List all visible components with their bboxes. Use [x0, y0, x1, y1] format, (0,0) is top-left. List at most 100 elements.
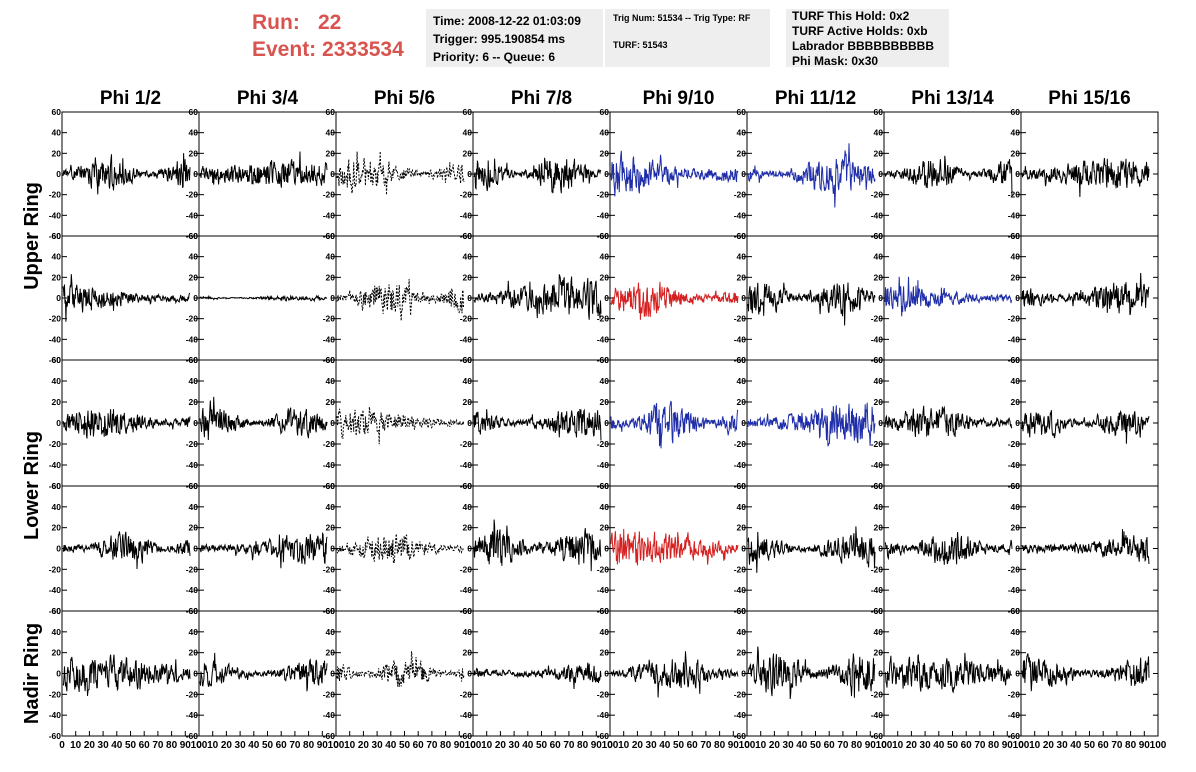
x-tick-label: 30: [98, 740, 110, 751]
y-tick-label: 20: [737, 397, 747, 407]
waveform-trace: [747, 402, 876, 447]
y-tick-label: -20: [49, 314, 62, 324]
y-tick-label: 40: [1011, 502, 1021, 512]
y-tick-label: -40: [186, 460, 199, 470]
x-tick-label: 80: [988, 740, 1000, 751]
y-tick-label: -20: [49, 439, 62, 449]
waveform-trace: [473, 519, 602, 572]
y-tick-label: -60: [49, 481, 62, 491]
y-tick-label: -40: [460, 210, 473, 220]
y-tick-label: -60: [460, 731, 473, 741]
waveform-trace: [1021, 272, 1150, 316]
y-tick-label: 20: [1011, 397, 1021, 407]
y-tick-label: 20: [1011, 523, 1021, 533]
y-tick-label: 0: [878, 418, 883, 428]
x-tick-label: 70: [563, 740, 575, 751]
x-tick-label: 20: [84, 740, 96, 751]
waveform-trace: [336, 406, 465, 445]
y-tick-label: 0: [193, 669, 198, 679]
x-tick-label: 60: [961, 740, 973, 751]
ring-label: Upper Ring: [21, 182, 43, 290]
y-tick-label: -20: [597, 564, 610, 574]
y-tick-label: -20: [1008, 689, 1021, 699]
y-tick-label: 60: [326, 107, 336, 117]
y-tick-label: 60: [463, 606, 473, 616]
y-tick-label: -60: [734, 731, 747, 741]
y-tick-label: -40: [460, 334, 473, 344]
waveform-trace: [199, 151, 328, 188]
ring-label: Nadir Ring: [21, 623, 43, 724]
y-tick-label: 20: [600, 648, 610, 658]
x-tick-label: 0: [1018, 740, 1024, 751]
y-tick-label: 60: [874, 481, 884, 491]
x-tick-label: 100: [191, 740, 208, 751]
y-tick-label: 60: [52, 481, 62, 491]
y-tick-label: -20: [597, 439, 610, 449]
y-tick-label: 40: [326, 502, 336, 512]
y-tick-label: -20: [186, 689, 199, 699]
y-tick-label: -20: [734, 689, 747, 699]
y-tick-label: 60: [463, 481, 473, 491]
y-tick-label: 60: [463, 231, 473, 241]
y-tick-label: -40: [323, 334, 336, 344]
x-tick-label: 70: [700, 740, 712, 751]
column-title: Phi 1/2: [100, 88, 161, 109]
x-tick-label: 40: [522, 740, 534, 751]
x-tick-label: 40: [1070, 740, 1082, 751]
y-tick-label: 40: [326, 128, 336, 138]
y-tick-label: -40: [186, 334, 199, 344]
y-tick-label: 60: [52, 107, 62, 117]
y-tick-label: 0: [330, 669, 335, 679]
waveform-trace: [336, 151, 465, 195]
y-tick-label: 0: [604, 669, 609, 679]
y-tick-label: 0: [1015, 418, 1020, 428]
y-tick-label: 20: [600, 397, 610, 407]
y-tick-label: 0: [56, 669, 61, 679]
waveform-trace: [473, 157, 602, 194]
y-tick-label: 60: [737, 107, 747, 117]
x-tick-label: 70: [426, 740, 438, 751]
y-tick-label: -40: [597, 585, 610, 595]
y-tick-label: 0: [193, 418, 198, 428]
y-tick-label: 60: [600, 481, 610, 491]
y-tick-label: 0: [741, 418, 746, 428]
y-tick-label: -20: [323, 190, 336, 200]
x-tick-label: 80: [851, 740, 863, 751]
waveform-trace: [199, 294, 328, 303]
y-tick-label: -40: [186, 585, 199, 595]
y-tick-label: -40: [460, 710, 473, 720]
x-tick-label: 60: [687, 740, 699, 751]
y-tick-label: 40: [1011, 627, 1021, 637]
x-tick-label: 60: [139, 740, 151, 751]
y-tick-label: 60: [463, 355, 473, 365]
y-tick-label: -40: [597, 710, 610, 720]
y-tick-label: -60: [871, 731, 884, 741]
y-tick-label: 40: [52, 128, 62, 138]
run-label: Run:: [252, 11, 300, 34]
y-tick-label: -20: [871, 564, 884, 574]
y-tick-label: -40: [871, 334, 884, 344]
y-tick-label: -40: [734, 710, 747, 720]
run-event-info: Run: 22 Event: 2333534: [252, 9, 404, 63]
x-tick-label: 50: [810, 740, 822, 751]
x-tick-label: 10: [1029, 740, 1041, 751]
y-tick-label: 60: [52, 231, 62, 241]
y-tick-label: -20: [460, 190, 473, 200]
y-tick-label: -40: [460, 460, 473, 470]
x-tick-label: 10: [618, 740, 630, 751]
waveform-trace: [336, 533, 465, 563]
waveform-trace: [336, 279, 465, 321]
y-tick-label: 40: [463, 376, 473, 386]
y-tick-label: 20: [737, 523, 747, 533]
event-label: Event:: [252, 38, 317, 61]
y-tick-label: 0: [741, 669, 746, 679]
x-tick-label: 50: [947, 740, 959, 751]
x-tick-label: 30: [783, 740, 795, 751]
